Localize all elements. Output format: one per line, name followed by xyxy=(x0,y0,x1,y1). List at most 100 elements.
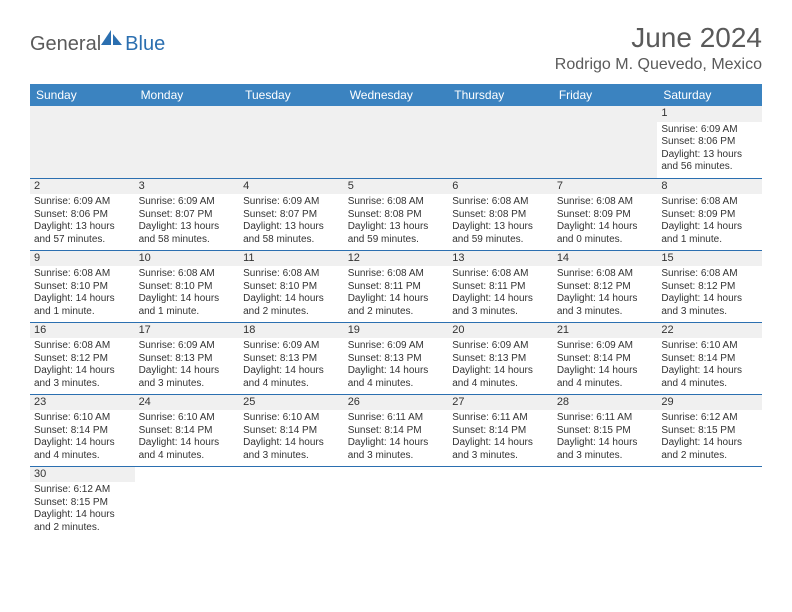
day-number: 9 xyxy=(30,251,135,267)
calendar-cell xyxy=(448,466,553,538)
sunset-text: Sunset: 8:11 PM xyxy=(452,281,549,294)
daylight-text: Daylight: 14 hours and 3 minutes. xyxy=(661,293,758,318)
day-number: 1 xyxy=(657,106,762,122)
daylight-text: Daylight: 14 hours and 4 minutes. xyxy=(452,365,549,390)
calendar-cell: 26Sunrise: 6:11 AMSunset: 8:14 PMDayligh… xyxy=(344,394,449,466)
daylight-text: Daylight: 13 hours and 58 minutes. xyxy=(139,221,236,246)
calendar-cell xyxy=(135,466,240,538)
calendar-body: 1Sunrise: 6:09 AMSunset: 8:06 PMDaylight… xyxy=(30,106,762,538)
day-number: 18 xyxy=(239,323,344,339)
sunset-text: Sunset: 8:09 PM xyxy=(661,209,758,222)
calendar-cell xyxy=(30,106,135,178)
calendar-cell: 5Sunrise: 6:08 AMSunset: 8:08 PMDaylight… xyxy=(344,178,449,250)
day-header: Friday xyxy=(553,84,658,106)
sunset-text: Sunset: 8:14 PM xyxy=(557,353,654,366)
calendar-row: 9Sunrise: 6:08 AMSunset: 8:10 PMDaylight… xyxy=(30,250,762,322)
sunrise-text: Sunrise: 6:11 AM xyxy=(452,412,549,425)
calendar-cell xyxy=(344,106,449,178)
daylight-text: Daylight: 14 hours and 3 minutes. xyxy=(452,293,549,318)
sunrise-text: Sunrise: 6:09 AM xyxy=(452,340,549,353)
sunrise-text: Sunrise: 6:09 AM xyxy=(661,124,758,137)
sunrise-text: Sunrise: 6:11 AM xyxy=(348,412,445,425)
day-header: Sunday xyxy=(30,84,135,106)
calendar-cell xyxy=(344,466,449,538)
calendar-cell xyxy=(553,106,658,178)
sunset-text: Sunset: 8:09 PM xyxy=(557,209,654,222)
calendar-cell: 17Sunrise: 6:09 AMSunset: 8:13 PMDayligh… xyxy=(135,322,240,394)
daylight-text: Daylight: 14 hours and 2 minutes. xyxy=(661,437,758,462)
calendar-cell: 14Sunrise: 6:08 AMSunset: 8:12 PMDayligh… xyxy=(553,250,658,322)
daylight-text: Daylight: 14 hours and 3 minutes. xyxy=(243,437,340,462)
day-number: 15 xyxy=(657,251,762,267)
daylight-text: Daylight: 14 hours and 2 minutes. xyxy=(243,293,340,318)
sunset-text: Sunset: 8:12 PM xyxy=(34,353,131,366)
calendar-cell: 23Sunrise: 6:10 AMSunset: 8:14 PMDayligh… xyxy=(30,394,135,466)
sunset-text: Sunset: 8:12 PM xyxy=(557,281,654,294)
sunset-text: Sunset: 8:12 PM xyxy=(661,281,758,294)
calendar-cell: 15Sunrise: 6:08 AMSunset: 8:12 PMDayligh… xyxy=(657,250,762,322)
sunrise-text: Sunrise: 6:08 AM xyxy=(661,268,758,281)
sunrise-text: Sunrise: 6:08 AM xyxy=(348,268,445,281)
calendar-cell: 7Sunrise: 6:08 AMSunset: 8:09 PMDaylight… xyxy=(553,178,658,250)
calendar-cell: 13Sunrise: 6:08 AMSunset: 8:11 PMDayligh… xyxy=(448,250,553,322)
calendar-cell: 29Sunrise: 6:12 AMSunset: 8:15 PMDayligh… xyxy=(657,394,762,466)
calendar-cell: 9Sunrise: 6:08 AMSunset: 8:10 PMDaylight… xyxy=(30,250,135,322)
daylight-text: Daylight: 14 hours and 1 minute. xyxy=(661,221,758,246)
calendar-cell: 20Sunrise: 6:09 AMSunset: 8:13 PMDayligh… xyxy=(448,322,553,394)
daylight-text: Daylight: 14 hours and 1 minute. xyxy=(139,293,236,318)
daylight-text: Daylight: 14 hours and 4 minutes. xyxy=(661,365,758,390)
sunset-text: Sunset: 8:06 PM xyxy=(661,136,758,149)
calendar-cell: 28Sunrise: 6:11 AMSunset: 8:15 PMDayligh… xyxy=(553,394,658,466)
day-number: 25 xyxy=(239,395,344,411)
day-number: 30 xyxy=(30,467,135,483)
calendar-cell xyxy=(239,466,344,538)
daylight-text: Daylight: 13 hours and 57 minutes. xyxy=(34,221,131,246)
sunset-text: Sunset: 8:10 PM xyxy=(139,281,236,294)
sunset-text: Sunset: 8:15 PM xyxy=(34,497,131,510)
sunrise-text: Sunrise: 6:08 AM xyxy=(661,196,758,209)
daylight-text: Daylight: 14 hours and 3 minutes. xyxy=(34,365,131,390)
calendar-cell: 27Sunrise: 6:11 AMSunset: 8:14 PMDayligh… xyxy=(448,394,553,466)
calendar-cell: 21Sunrise: 6:09 AMSunset: 8:14 PMDayligh… xyxy=(553,322,658,394)
calendar-row: 2Sunrise: 6:09 AMSunset: 8:06 PMDaylight… xyxy=(30,178,762,250)
day-number: 10 xyxy=(135,251,240,267)
daylight-text: Daylight: 14 hours and 3 minutes. xyxy=(452,437,549,462)
sunset-text: Sunset: 8:14 PM xyxy=(348,425,445,438)
title-block: June 2024 Rodrigo M. Quevedo, Mexico xyxy=(555,22,762,74)
day-number: 4 xyxy=(239,179,344,195)
daylight-text: Daylight: 13 hours and 58 minutes. xyxy=(243,221,340,246)
day-header: Tuesday xyxy=(239,84,344,106)
calendar-cell: 12Sunrise: 6:08 AMSunset: 8:11 PMDayligh… xyxy=(344,250,449,322)
sunrise-text: Sunrise: 6:12 AM xyxy=(661,412,758,425)
calendar-cell: 6Sunrise: 6:08 AMSunset: 8:08 PMDaylight… xyxy=(448,178,553,250)
sunrise-text: Sunrise: 6:08 AM xyxy=(452,268,549,281)
calendar-page: General Blue June 2024 Rodrigo M. Queved… xyxy=(0,0,792,538)
day-number: 7 xyxy=(553,179,658,195)
sunrise-text: Sunrise: 6:08 AM xyxy=(452,196,549,209)
calendar-row: 30Sunrise: 6:12 AMSunset: 8:15 PMDayligh… xyxy=(30,466,762,538)
daylight-text: Daylight: 14 hours and 4 minutes. xyxy=(557,365,654,390)
day-number: 14 xyxy=(553,251,658,267)
sunset-text: Sunset: 8:15 PM xyxy=(661,425,758,438)
day-number: 19 xyxy=(344,323,449,339)
sunset-text: Sunset: 8:08 PM xyxy=(348,209,445,222)
day-number: 8 xyxy=(657,179,762,195)
day-number: 20 xyxy=(448,323,553,339)
calendar-row: 1Sunrise: 6:09 AMSunset: 8:06 PMDaylight… xyxy=(30,106,762,178)
sunrise-text: Sunrise: 6:09 AM xyxy=(139,196,236,209)
calendar-row: 16Sunrise: 6:08 AMSunset: 8:12 PMDayligh… xyxy=(30,322,762,394)
day-number: 24 xyxy=(135,395,240,411)
sunset-text: Sunset: 8:08 PM xyxy=(452,209,549,222)
day-number: 13 xyxy=(448,251,553,267)
sunset-text: Sunset: 8:14 PM xyxy=(139,425,236,438)
brand-part2: Blue xyxy=(125,33,165,56)
brand-logo: General Blue xyxy=(30,22,165,61)
day-number: 22 xyxy=(657,323,762,339)
calendar-cell xyxy=(553,466,658,538)
daylight-text: Daylight: 14 hours and 4 minutes. xyxy=(348,365,445,390)
day-header: Wednesday xyxy=(344,84,449,106)
sunrise-text: Sunrise: 6:09 AM xyxy=(34,196,131,209)
day-number: 11 xyxy=(239,251,344,267)
sunrise-text: Sunrise: 6:08 AM xyxy=(557,196,654,209)
sunrise-text: Sunrise: 6:08 AM xyxy=(34,340,131,353)
